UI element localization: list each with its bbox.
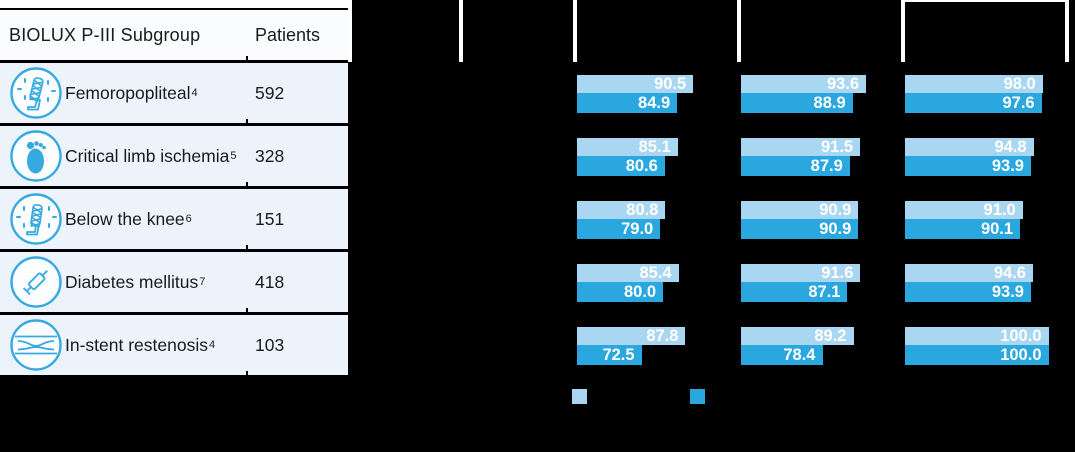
table-border (0, 8, 348, 10)
column-divider-tick (246, 371, 248, 382)
bar-light-blue-panel1-row3: 80.8 (577, 201, 666, 219)
below-knee-stent-icon (10, 193, 62, 245)
column-divider-tick (246, 182, 248, 193)
leg-stent-icon (10, 67, 62, 119)
bar-dark-blue-panel1-row3: 79.0 (577, 219, 661, 239)
row-separator (0, 245, 348, 256)
bar-light-blue-panel3-row2: 94.8 (905, 138, 1034, 156)
table-top-margin (0, 0, 348, 8)
bar-dark-blue-panel3-row1: 97.6 (905, 93, 1042, 113)
bar-light-blue-panel2-row5: 89.2 (741, 327, 854, 345)
bar-light-blue-panel1-row1: 90.5 (577, 75, 694, 93)
bar-dark-blue-panel2-row4: 87.1 (741, 282, 848, 302)
subgroup-table: BIOLUX P-III Subgroup Patients Femoropop… (0, 0, 348, 382)
table-body: Femoropopliteal 4 592 Critical limb ischemi… (0, 63, 348, 382)
bar-light-blue-panel1-row5: 87.8 (577, 327, 686, 345)
patients-count: 151 (255, 208, 285, 229)
foot-icon (10, 130, 62, 182)
row-separator (0, 182, 348, 193)
header-separator (737, 0, 741, 62)
bar-dark-blue-panel1-row2: 80.6 (577, 156, 665, 176)
subgroup-label: In-stent restenosis 4 (65, 334, 216, 355)
subgroup-label: Femoropopliteal 4 (65, 82, 198, 103)
subgroup-label: Critical limb ischemia 5 (65, 145, 237, 166)
bar-dark-blue-panel3-row2: 93.9 (905, 156, 1031, 176)
bar-dark-blue-panel2-row5: 78.4 (741, 345, 823, 365)
table-header-patients: Patients (255, 24, 321, 45)
header-separator (348, 0, 352, 62)
bar-dark-blue-panel2-row1: 88.9 (741, 93, 853, 113)
bar-light-blue-panel2-row1: 93.6 (741, 75, 867, 93)
row-separator (0, 308, 348, 319)
bar-dark-blue-panel2-row3: 90.9 (741, 219, 859, 239)
patients-count: 418 (255, 271, 285, 292)
bar-dark-blue-panel3-row5: 100.0 (905, 345, 1049, 365)
column-divider-tick (246, 308, 248, 319)
bar-light-blue-panel3-row3: 91.0 (905, 201, 1023, 219)
column-divider-tick (246, 56, 248, 67)
header-separator (1065, 0, 1069, 62)
bar-dark-blue-panel1-row5: 72.5 (577, 345, 642, 365)
bar-light-blue-panel2-row4: 91.6 (741, 264, 861, 282)
patients-count: 103 (255, 334, 285, 355)
vessel-restenosis-icon (10, 319, 62, 371)
bar-light-blue-panel2-row2: 91.5 (741, 138, 861, 156)
bar-light-blue-panel3-row5: 100.0 (905, 327, 1049, 345)
table-header-row: BIOLUX P-III Subgroup Patients (0, 10, 348, 60)
header-separator (459, 0, 463, 62)
bar-dark-blue-panel3-row3: 90.1 (905, 219, 1021, 239)
legend-swatch-dark (690, 389, 705, 404)
patients-count: 592 (255, 82, 285, 103)
table-row: Below the knee 6 151 (0, 189, 348, 249)
header-column-block (1069, 0, 1075, 58)
bar-dark-blue-panel1-row4: 80.0 (577, 282, 664, 302)
row-separator (0, 119, 348, 130)
header-separator (573, 0, 577, 62)
column-header-band (348, 0, 1075, 62)
bar-light-blue-panel1-row2: 85.1 (577, 138, 678, 156)
bar-light-blue-panel2-row3: 90.9 (741, 201, 859, 219)
row-separator (0, 371, 348, 382)
table-row: Femoropopliteal 4 592 (0, 63, 348, 123)
patients-count: 328 (255, 145, 285, 166)
column-divider-tick (246, 119, 248, 130)
header-column-block (577, 0, 737, 58)
table-row: In-stent restenosis 4 103 (0, 315, 348, 375)
header-column-block (905, 0, 1065, 58)
table-row: Critical limb ischemia 5 328 (0, 126, 348, 186)
bar-light-blue-panel3-row4: 94.6 (905, 264, 1033, 282)
bar-dark-blue-panel1-row1: 84.9 (577, 93, 678, 113)
table-row: Diabetes mellitus 7 418 (0, 252, 348, 312)
subgroup-label: Below the knee 6 (65, 208, 192, 229)
bar-light-blue-panel1-row4: 85.4 (577, 264, 679, 282)
column-divider-tick (246, 245, 248, 256)
header-column-block (352, 0, 459, 58)
table-header-subgroup: BIOLUX P-III Subgroup (9, 24, 201, 45)
header-separator (901, 0, 905, 62)
bar-dark-blue-panel2-row2: 87.9 (741, 156, 850, 176)
legend-swatch-light (572, 389, 587, 404)
syringe-icon (10, 256, 62, 308)
bar-light-blue-panel3-row1: 98.0 (905, 75, 1043, 93)
bar-dark-blue-panel3-row4: 93.9 (905, 282, 1031, 302)
subgroup-label: Diabetes mellitus 7 (65, 271, 206, 292)
header-column-block (463, 0, 573, 58)
table-header-rule (0, 56, 348, 67)
header-column-block (741, 0, 901, 58)
